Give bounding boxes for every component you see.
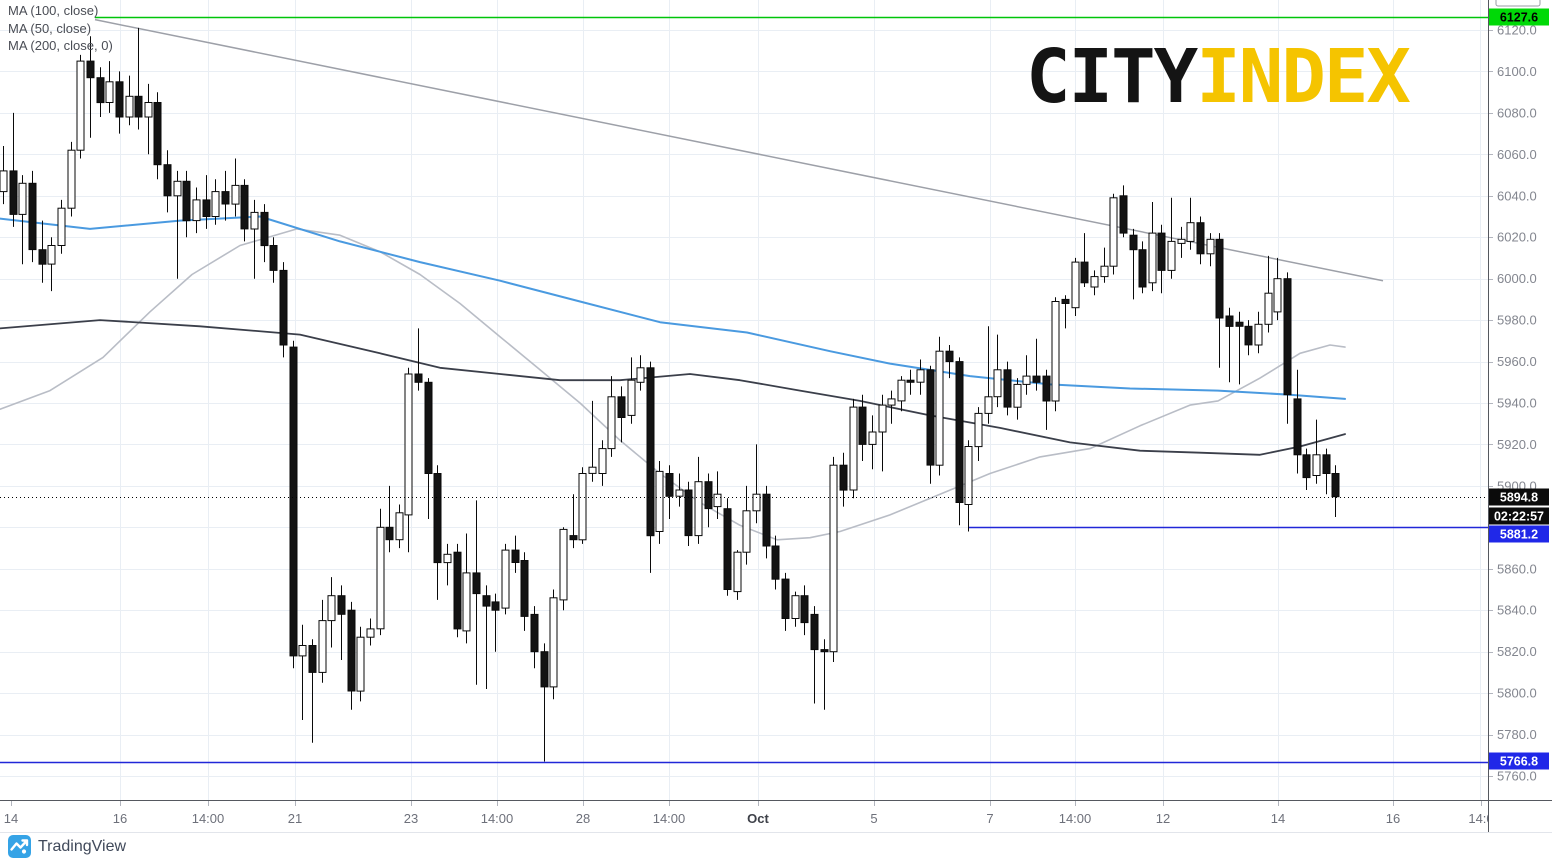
legend-ma100[interactable]: MA (100, close) bbox=[8, 3, 99, 18]
svg-text:23: 23 bbox=[404, 811, 418, 826]
svg-text:14:00: 14:00 bbox=[653, 811, 686, 826]
svg-text:28: 28 bbox=[576, 811, 590, 826]
svg-text:6120.0: 6120.0 bbox=[1497, 23, 1537, 38]
legend-ma50[interactable]: MA (50, close) bbox=[8, 20, 92, 36]
svg-text:14: 14 bbox=[1271, 811, 1285, 826]
svg-text:5860.0: 5860.0 bbox=[1497, 561, 1537, 576]
cityindex-logo-index: INDEX bbox=[1196, 34, 1411, 120]
ma-line-ma200[interactable] bbox=[0, 319, 1346, 456]
candlestick-series bbox=[0, 27, 1340, 762]
tradingview-attribution[interactable]: TradingView bbox=[8, 835, 126, 858]
svg-text:5: 5 bbox=[870, 811, 877, 826]
descending-trendline[interactable] bbox=[94, 18, 1384, 282]
axis-badge-58812: 5881.2 bbox=[1489, 525, 1549, 543]
axis-corner bbox=[1489, 801, 1552, 832]
tradingview-label: TradingView bbox=[38, 837, 127, 855]
svg-text:5800.0: 5800.0 bbox=[1497, 686, 1537, 701]
svg-text:14:00: 14:00 bbox=[1059, 811, 1092, 826]
svg-text:5780.0: 5780.0 bbox=[1497, 727, 1537, 742]
svg-text:5920.0: 5920.0 bbox=[1497, 437, 1537, 452]
axis-badge-57668: 5766.8 bbox=[1489, 752, 1549, 770]
svg-text:6127.6: 6127.6 bbox=[1500, 11, 1538, 25]
svg-text:5980.0: 5980.0 bbox=[1497, 313, 1537, 328]
cityindex-logo-city: CITY bbox=[1026, 34, 1198, 120]
svg-text:6080.0: 6080.0 bbox=[1497, 105, 1537, 120]
svg-text:16: 16 bbox=[113, 811, 127, 826]
axis-badge-61276: 6127.6 bbox=[1489, 8, 1549, 26]
svg-text:5820.0: 5820.0 bbox=[1497, 644, 1537, 659]
cityindex-logo: CITYINDEX bbox=[1026, 40, 1411, 114]
svg-text:14:00: 14:00 bbox=[192, 811, 225, 826]
svg-text:5881.2: 5881.2 bbox=[1500, 528, 1538, 542]
axis-borders bbox=[0, 0, 1552, 833]
svg-text:5766.8: 5766.8 bbox=[1500, 755, 1538, 769]
svg-text:5760.0: 5760.0 bbox=[1497, 769, 1537, 784]
price-axis[interactable]: 6120.0 6100.0 6080.0 6060.0 6040.0 6020.0 6000… bbox=[1489, 0, 1549, 784]
time-axis[interactable]: 14 16 14:00 21 23 14:00 28 14:00 Oct 5 7 14:00 12 14 1… bbox=[4, 801, 1494, 826]
svg-text:Oct: Oct bbox=[747, 811, 769, 826]
axis-badge-022257: 02:22:57 bbox=[1489, 507, 1549, 525]
legend-ma200[interactable]: MA (200, close, 0) bbox=[8, 38, 113, 53]
svg-text:14:00: 14:00 bbox=[481, 811, 514, 826]
svg-text:5840.0: 5840.0 bbox=[1497, 603, 1537, 618]
svg-text:6020.0: 6020.0 bbox=[1497, 230, 1537, 245]
svg-text:6040.0: 6040.0 bbox=[1497, 188, 1537, 203]
svg-text:12: 12 bbox=[1156, 811, 1170, 826]
indicator-legend: MA (100, close) MA (50, close) MA (200, … bbox=[8, 2, 113, 55]
svg-text:14: 14 bbox=[4, 811, 18, 826]
svg-text:6060.0: 6060.0 bbox=[1497, 147, 1537, 162]
svg-text:7: 7 bbox=[986, 811, 993, 826]
grid bbox=[0, 0, 1488, 800]
ma-line-ma100[interactable] bbox=[0, 215, 1346, 400]
svg-text:5940.0: 5940.0 bbox=[1497, 396, 1537, 411]
svg-text:14:0: 14:0 bbox=[1468, 811, 1493, 826]
svg-text:16: 16 bbox=[1386, 811, 1400, 826]
svg-text:5960.0: 5960.0 bbox=[1497, 354, 1537, 369]
clipped-axis-label-box bbox=[1495, 0, 1541, 7]
svg-text:02:22:57: 02:22:57 bbox=[1494, 510, 1544, 524]
axis-badge-58948: 5894.8 bbox=[1489, 488, 1549, 506]
price-levels[interactable] bbox=[0, 16, 1488, 764]
svg-text:21: 21 bbox=[288, 811, 302, 826]
tradingview-icon bbox=[8, 835, 31, 858]
svg-text:6100.0: 6100.0 bbox=[1497, 64, 1537, 79]
svg-text:6000.0: 6000.0 bbox=[1497, 271, 1537, 286]
svg-text:5894.8: 5894.8 bbox=[1500, 491, 1538, 505]
